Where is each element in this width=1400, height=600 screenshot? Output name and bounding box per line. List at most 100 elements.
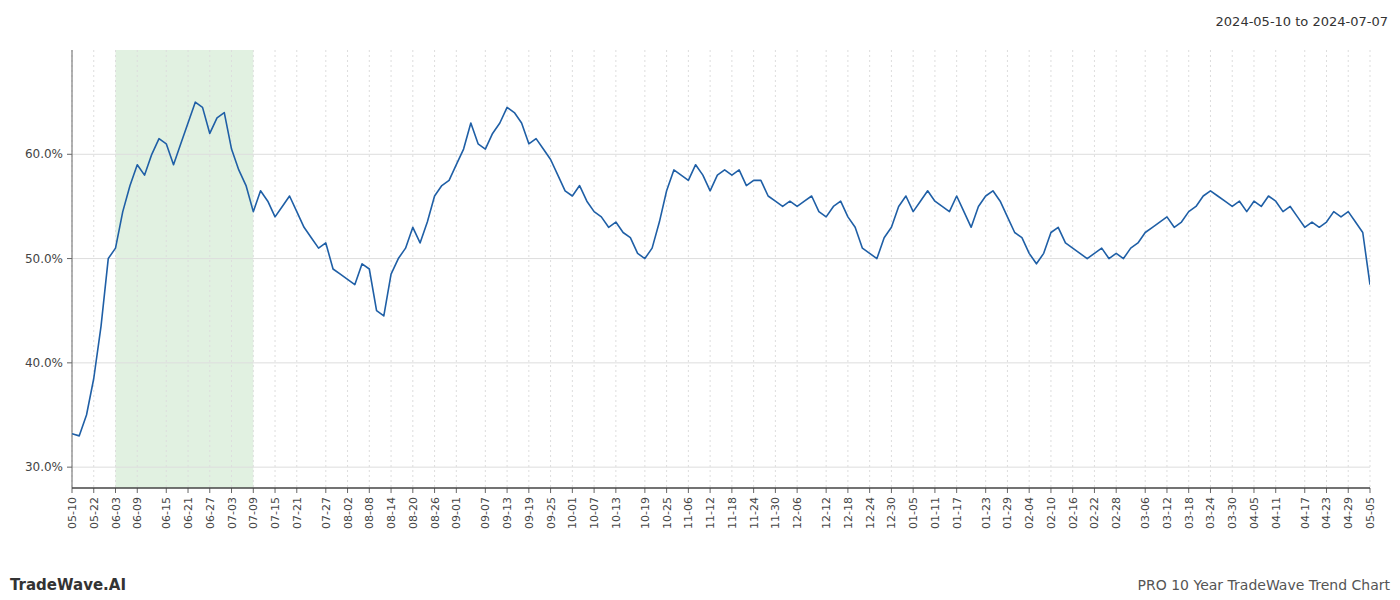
x-tick-label: 03-12 bbox=[1161, 497, 1174, 529]
x-grid-line bbox=[956, 50, 957, 488]
x-grid-line bbox=[550, 50, 551, 488]
x-tick-label: 06-21 bbox=[182, 497, 195, 529]
x-tick-label: 03-30 bbox=[1226, 497, 1239, 529]
x-grid-line bbox=[347, 50, 348, 488]
x-grid-line bbox=[1326, 50, 1327, 488]
x-tick-label: 04-23 bbox=[1320, 497, 1333, 529]
y-tick bbox=[67, 258, 72, 259]
x-grid-line bbox=[688, 50, 689, 488]
x-grid-line bbox=[325, 50, 326, 488]
x-grid-line bbox=[296, 50, 297, 488]
x-tick-label: 07-09 bbox=[247, 497, 260, 529]
x-tick-label: 10-01 bbox=[566, 497, 579, 529]
y-tick-label: 40.0% bbox=[25, 356, 63, 370]
x-tick-label: 08-26 bbox=[429, 497, 442, 529]
x-tick-label: 06-27 bbox=[204, 497, 217, 529]
y-axis-line bbox=[72, 50, 73, 488]
x-tick-label: 06-03 bbox=[110, 497, 123, 529]
x-tick-label: 07-21 bbox=[291, 497, 304, 529]
title: PRO 10 Year TradeWave Trend Chart bbox=[1138, 577, 1391, 593]
x-grid-line bbox=[137, 50, 138, 488]
x-tick-label: 08-08 bbox=[363, 497, 376, 529]
chart: 30.0%40.0%50.0%60.0%05-1005-2206-0306-09… bbox=[0, 0, 1400, 600]
y-tick bbox=[67, 467, 72, 468]
series bbox=[72, 102, 1370, 436]
y-grid-line bbox=[72, 154, 1370, 155]
x-grid-line bbox=[253, 50, 254, 488]
x-grid-line bbox=[615, 50, 616, 488]
y-tick bbox=[67, 154, 72, 155]
x-tick-label: 04-29 bbox=[1342, 497, 1355, 529]
x-tick-label: 08-14 bbox=[385, 497, 398, 529]
x-grid-line bbox=[797, 50, 798, 488]
x-tick-label: 02-28 bbox=[1110, 497, 1123, 529]
x-grid-line bbox=[913, 50, 914, 488]
x-grid-line bbox=[209, 50, 210, 488]
x-grid-line bbox=[666, 50, 667, 488]
x-tick-label: 05-05 bbox=[1364, 497, 1377, 529]
x-grid-line bbox=[115, 50, 116, 488]
x-tick-label: 02-10 bbox=[1045, 497, 1058, 529]
x-grid-line bbox=[412, 50, 413, 488]
annotation: TradeWave.AI bbox=[10, 576, 126, 594]
x-grid-line bbox=[1188, 50, 1189, 488]
x-tick-label: 11-30 bbox=[769, 497, 782, 529]
x-tick-label: 02-22 bbox=[1088, 497, 1101, 529]
x-grid-line bbox=[391, 50, 392, 488]
x-grid-line bbox=[891, 50, 892, 488]
x-tick-label: 04-11 bbox=[1270, 497, 1283, 529]
x-grid-line bbox=[507, 50, 508, 488]
x-grid-line bbox=[1007, 50, 1008, 488]
x-tick-label: 10-07 bbox=[588, 497, 601, 529]
axes: 30.0%40.0%50.0%60.0%05-1005-2206-0306-09… bbox=[25, 50, 1377, 529]
x-grid-line bbox=[826, 50, 827, 488]
x-tick-label: 12-24 bbox=[864, 497, 877, 529]
x-grid-line bbox=[485, 50, 486, 488]
x-grid-line bbox=[1072, 50, 1073, 488]
x-tick-label: 01-29 bbox=[1001, 497, 1014, 529]
x-tick-label: 01-17 bbox=[951, 497, 964, 529]
x-tick-label: 07-27 bbox=[320, 497, 333, 529]
x-tick-label: 09-07 bbox=[479, 497, 492, 529]
x-grid-line bbox=[847, 50, 848, 488]
x-tick-label: 08-02 bbox=[342, 497, 355, 529]
x-tick-label: 12-18 bbox=[842, 497, 855, 529]
x-tick-label: 11-18 bbox=[726, 497, 739, 529]
y-grid-line bbox=[72, 467, 1370, 468]
y-grid-line bbox=[72, 362, 1370, 363]
x-grid-line bbox=[572, 50, 573, 488]
x-tick-label: 09-25 bbox=[545, 497, 558, 529]
x-tick-label: 04-17 bbox=[1299, 497, 1312, 529]
x-grid-line bbox=[93, 50, 94, 488]
x-grid-line bbox=[231, 50, 232, 488]
x-tick-label: 10-19 bbox=[639, 497, 652, 529]
x-tick-label: 12-30 bbox=[885, 497, 898, 529]
x-tick-label: 09-19 bbox=[523, 497, 536, 529]
x-grid-line bbox=[1166, 50, 1167, 488]
x-grid-line bbox=[731, 50, 732, 488]
x-tick-label: 01-11 bbox=[929, 497, 942, 529]
line bbox=[72, 102, 1370, 436]
y-tick bbox=[67, 362, 72, 363]
x-tick-label: 12-12 bbox=[820, 497, 833, 529]
y-tick-label: 60.0% bbox=[25, 147, 63, 161]
x-tick-label: 02-04 bbox=[1023, 497, 1036, 529]
x-grid-line bbox=[1304, 50, 1305, 488]
x-axis-line bbox=[72, 487, 1370, 489]
x-grid-line bbox=[644, 50, 645, 488]
x-grid-line bbox=[753, 50, 754, 488]
x-grid-line bbox=[275, 50, 276, 488]
grid bbox=[72, 50, 1370, 488]
x-grid-line bbox=[1094, 50, 1095, 488]
y-tick-label: 30.0% bbox=[25, 460, 63, 474]
x-tick-label: 04-05 bbox=[1248, 497, 1261, 529]
x-tick-label: 03-06 bbox=[1139, 497, 1152, 529]
x-grid-line bbox=[456, 50, 457, 488]
x-tick-label: 07-15 bbox=[269, 497, 282, 529]
x-grid-line bbox=[1210, 50, 1211, 488]
x-tick-label: 01-23 bbox=[980, 497, 993, 529]
x-grid-line bbox=[72, 50, 73, 488]
x-grid-line bbox=[1145, 50, 1146, 488]
x-tick-label: 01-05 bbox=[907, 497, 920, 529]
x-tick-label: 09-01 bbox=[450, 497, 463, 529]
